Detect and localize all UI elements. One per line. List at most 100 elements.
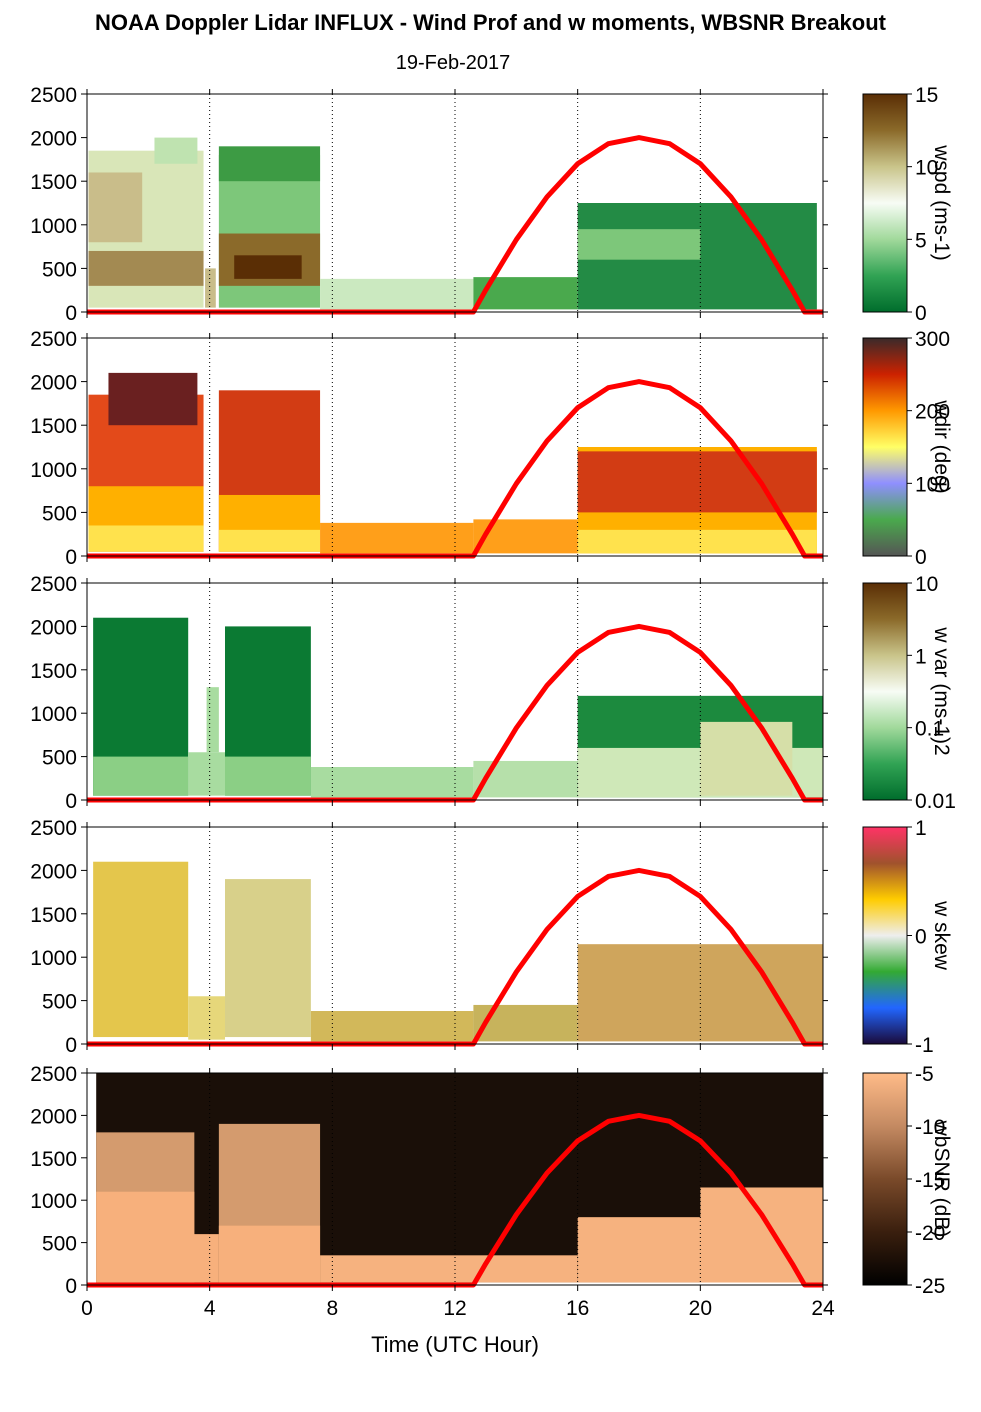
data-cell	[218, 529, 321, 552]
data-cell	[320, 278, 474, 310]
data-cell	[577, 944, 823, 1042]
colorbar-label: wspd (ms-1)	[930, 144, 953, 261]
data-cell	[577, 451, 817, 513]
data-cell	[577, 529, 817, 554]
y-tick-label: 2000	[30, 372, 77, 395]
data-cell	[205, 268, 216, 308]
colorbar-tick-label: 0.1	[915, 718, 944, 741]
data-cell	[310, 767, 474, 798]
y-tick-label: 1500	[30, 1148, 77, 1171]
chart-subtitle: 19-Feb-2017	[395, 52, 511, 74]
y-tick-label: 2000	[30, 616, 77, 639]
solar-elevation-curve	[87, 379, 823, 559]
colorbar	[862, 826, 908, 1045]
data-cell	[188, 752, 225, 796]
colorbar-tick-label: -1	[915, 1034, 934, 1057]
colorbar-tick-label: -25	[915, 1275, 945, 1298]
panel-5: 0 500 1000 1500 2000 2500 0 4 8 12 16 20 24 -25 -20 -15…	[30, 1063, 953, 1320]
y-tick-label: 1000	[30, 703, 77, 726]
data-cell	[188, 1234, 219, 1283]
colorbar-tick-label: 1	[915, 817, 927, 840]
data-cell	[320, 1255, 578, 1283]
colorbar-tick-label: 15	[915, 84, 938, 107]
panel-1: 0 500 1000 1500 2000 2500 0 5 10 15 wspd (ms-1)	[30, 84, 953, 325]
y-tick-label: 0	[65, 1034, 77, 1057]
y-tick-label: 500	[42, 991, 77, 1014]
colorbar-label: w var (ms-1)2	[930, 626, 953, 755]
colorbar	[862, 337, 908, 557]
solar-elevation-curve	[87, 867, 823, 1047]
y-tick-label: 1000	[30, 947, 77, 970]
colorbar-tick-label: -5	[915, 1063, 934, 1086]
x-tick-label: 24	[811, 1297, 835, 1320]
data-cell	[96, 1191, 195, 1283]
data-cell	[225, 756, 311, 796]
y-tick-label: 2000	[30, 128, 77, 151]
panel-2: 0 500 1000 1500 2000 2500 0 100 200 300 wdir (deg)	[30, 328, 953, 569]
data-cell	[700, 721, 793, 796]
solar-elevation-curve	[87, 1112, 823, 1288]
colorbar	[862, 582, 908, 801]
colorbar-tick-label: 0	[915, 926, 927, 949]
y-tick-label: 1000	[30, 215, 77, 238]
y-tick-label: 1500	[30, 904, 77, 927]
y-tick-label: 2000	[30, 1105, 77, 1128]
y-tick-label: 0	[65, 302, 77, 325]
data-cell	[88, 172, 143, 243]
panel-4: 0 500 1000 1500 2000 2500 -1 0 1 w skew	[30, 817, 953, 1057]
y-tick-label: 500	[42, 258, 77, 281]
colorbar-label: wdir (deg)	[930, 399, 953, 493]
data-cell	[93, 861, 189, 1038]
chart-title: NOAA Doppler Lidar INFLUX - Wind Prof an…	[94, 10, 886, 35]
data-cell	[234, 255, 302, 279]
colorbar	[862, 93, 908, 313]
x-tick-label: 16	[566, 1297, 589, 1320]
colorbar-tick-label: -10	[915, 1116, 945, 1139]
colorbar-tick-label: 100	[915, 473, 950, 496]
panel-3: 0 500 1000 1500 2000 2500 0.01 0.1 1 10 w var (ms-…	[30, 573, 956, 813]
data-cell	[320, 522, 474, 554]
data-cell	[88, 250, 204, 286]
data-cell	[218, 146, 321, 182]
x-tick-label: 12	[443, 1297, 466, 1320]
data-cell	[225, 879, 311, 1038]
data-cell	[88, 525, 204, 552]
colorbar-tick-label: 10	[915, 157, 938, 180]
colorbar-tick-label: 5	[915, 229, 927, 252]
colorbar-tick-label: 0.01	[915, 790, 956, 813]
data-cell	[108, 372, 198, 426]
y-tick-label: 2500	[30, 328, 77, 351]
y-tick-label: 1500	[30, 171, 77, 194]
data-cell	[188, 996, 225, 1040]
colorbar-tick-label: -20	[915, 1222, 945, 1245]
y-tick-label: 2500	[30, 84, 77, 107]
solar-elevation-curve	[87, 623, 823, 803]
data-cell	[154, 137, 198, 164]
colorbar-tick-label: 0	[915, 546, 927, 569]
y-tick-label: 500	[42, 502, 77, 525]
y-tick-label: 500	[42, 1233, 77, 1256]
data-cell	[310, 1011, 474, 1042]
data-cell	[93, 756, 189, 796]
data-cell	[206, 687, 219, 753]
colorbar-tick-label: 200	[915, 401, 950, 424]
y-tick-label: 0	[65, 790, 77, 813]
colorbar-tick-label: 300	[915, 328, 950, 351]
colorbar-tick-label: 1	[915, 645, 927, 668]
y-tick-label: 2500	[30, 1063, 77, 1086]
data-cell	[473, 1004, 578, 1042]
y-tick-label: 1000	[30, 1190, 77, 1213]
x-tick-label: 4	[204, 1297, 216, 1320]
x-tick-label: 20	[689, 1297, 712, 1320]
data-cell	[473, 760, 578, 798]
x-tick-label: 0	[81, 1297, 93, 1320]
data-cell	[577, 229, 701, 260]
data-cell	[218, 1225, 321, 1283]
y-tick-label: 1500	[30, 415, 77, 438]
y-tick-label: 1000	[30, 459, 77, 482]
colorbar-tick-label: 10	[915, 573, 938, 596]
y-tick-label: 0	[65, 1275, 77, 1298]
colorbar	[862, 1072, 908, 1286]
colorbar-label: wbSNR (dB)	[930, 1120, 953, 1238]
